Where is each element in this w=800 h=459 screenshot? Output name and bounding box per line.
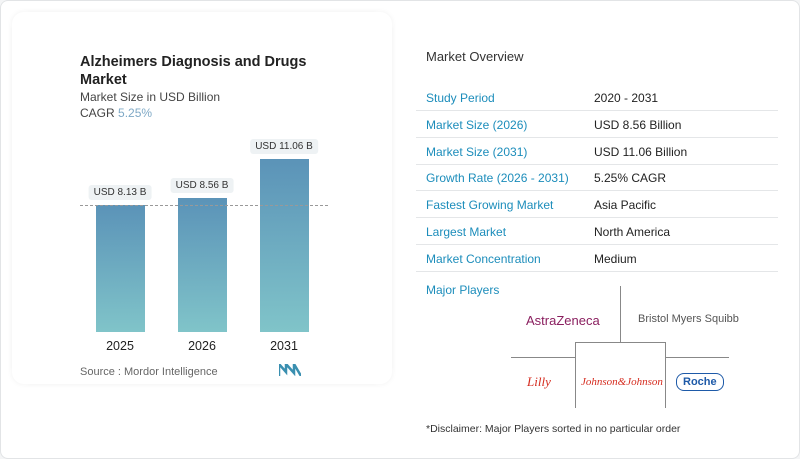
row-value: Asia Pacific [594, 198, 657, 213]
row-key: Fastest Growing Market [426, 198, 554, 213]
source: Source : Mordor Intelligence [80, 366, 218, 378]
overview-row: Study Period 2020 - 2031 [416, 84, 778, 111]
row-key: Study Period [426, 91, 495, 105]
overview-row: Largest Market North America [416, 218, 778, 245]
bar [178, 198, 227, 332]
players-title: Major Players [426, 283, 500, 297]
x-tick-label: 2031 [270, 339, 298, 353]
overview-title: Market Overview [426, 49, 524, 64]
roche-logo: Roche [676, 373, 724, 391]
row-key: Market Size (2026) [426, 117, 528, 132]
row-value: 2020 - 2031 [594, 91, 659, 105]
bar [260, 159, 309, 332]
row-key: Growth Rate (2026 - 2031) [426, 171, 569, 186]
x-tick-label: 2025 [106, 339, 134, 353]
overview-row: Fastest Growing Market Asia Pacific [416, 191, 778, 219]
row-value: North America [594, 225, 671, 239]
data-label: USD 8.56 B [170, 178, 234, 194]
astrazeneca-logo: AstraZeneca [526, 313, 600, 328]
x-tick-label: 2026 [188, 339, 216, 353]
row-value: USD 11.06 Billion [594, 144, 688, 159]
chart-subtitle: Market Size in USD Billion [80, 90, 221, 104]
overview-row: Growth Rate (2026 - 2031) 5.25% CAGR [416, 164, 778, 192]
overview-row: Market Size (2026) USD 8.56 Billion [416, 111, 778, 138]
lilly-logo: Lilly [527, 374, 551, 389]
row-value: Medium [594, 251, 637, 266]
row-value: 5.25% CAGR [594, 171, 667, 186]
bar [96, 204, 145, 332]
data-label: USD 8.13 B [88, 184, 152, 200]
row-key: Market Concentration [426, 251, 541, 266]
bms-logo: Bristol Myers Squibb [638, 313, 739, 325]
cagr: CAGR 5.25% [80, 106, 152, 120]
overview-row: Market Concentration Medium [416, 245, 778, 272]
mordor-logo-icon [279, 364, 301, 376]
chart-title: Alzheimers Diagnosis and Drugs Market [80, 54, 307, 88]
row-key: Largest Market [426, 225, 507, 239]
row-key: Market Size (2031) [426, 144, 528, 159]
overview-row: Market Size (2031) USD 11.06 Billion [416, 138, 778, 165]
jnj-logo: Johnson&Johnson [581, 376, 663, 388]
cagr-label: CAGR [80, 106, 115, 120]
disclaimer: *Disclaimer: Major Players sorted in no … [426, 423, 681, 435]
reference-line [80, 205, 328, 206]
row-value: USD 8.56 Billion [594, 117, 682, 132]
data-label: USD 11.06 B [250, 139, 318, 154]
cagr-value: 5.25% [118, 106, 153, 120]
